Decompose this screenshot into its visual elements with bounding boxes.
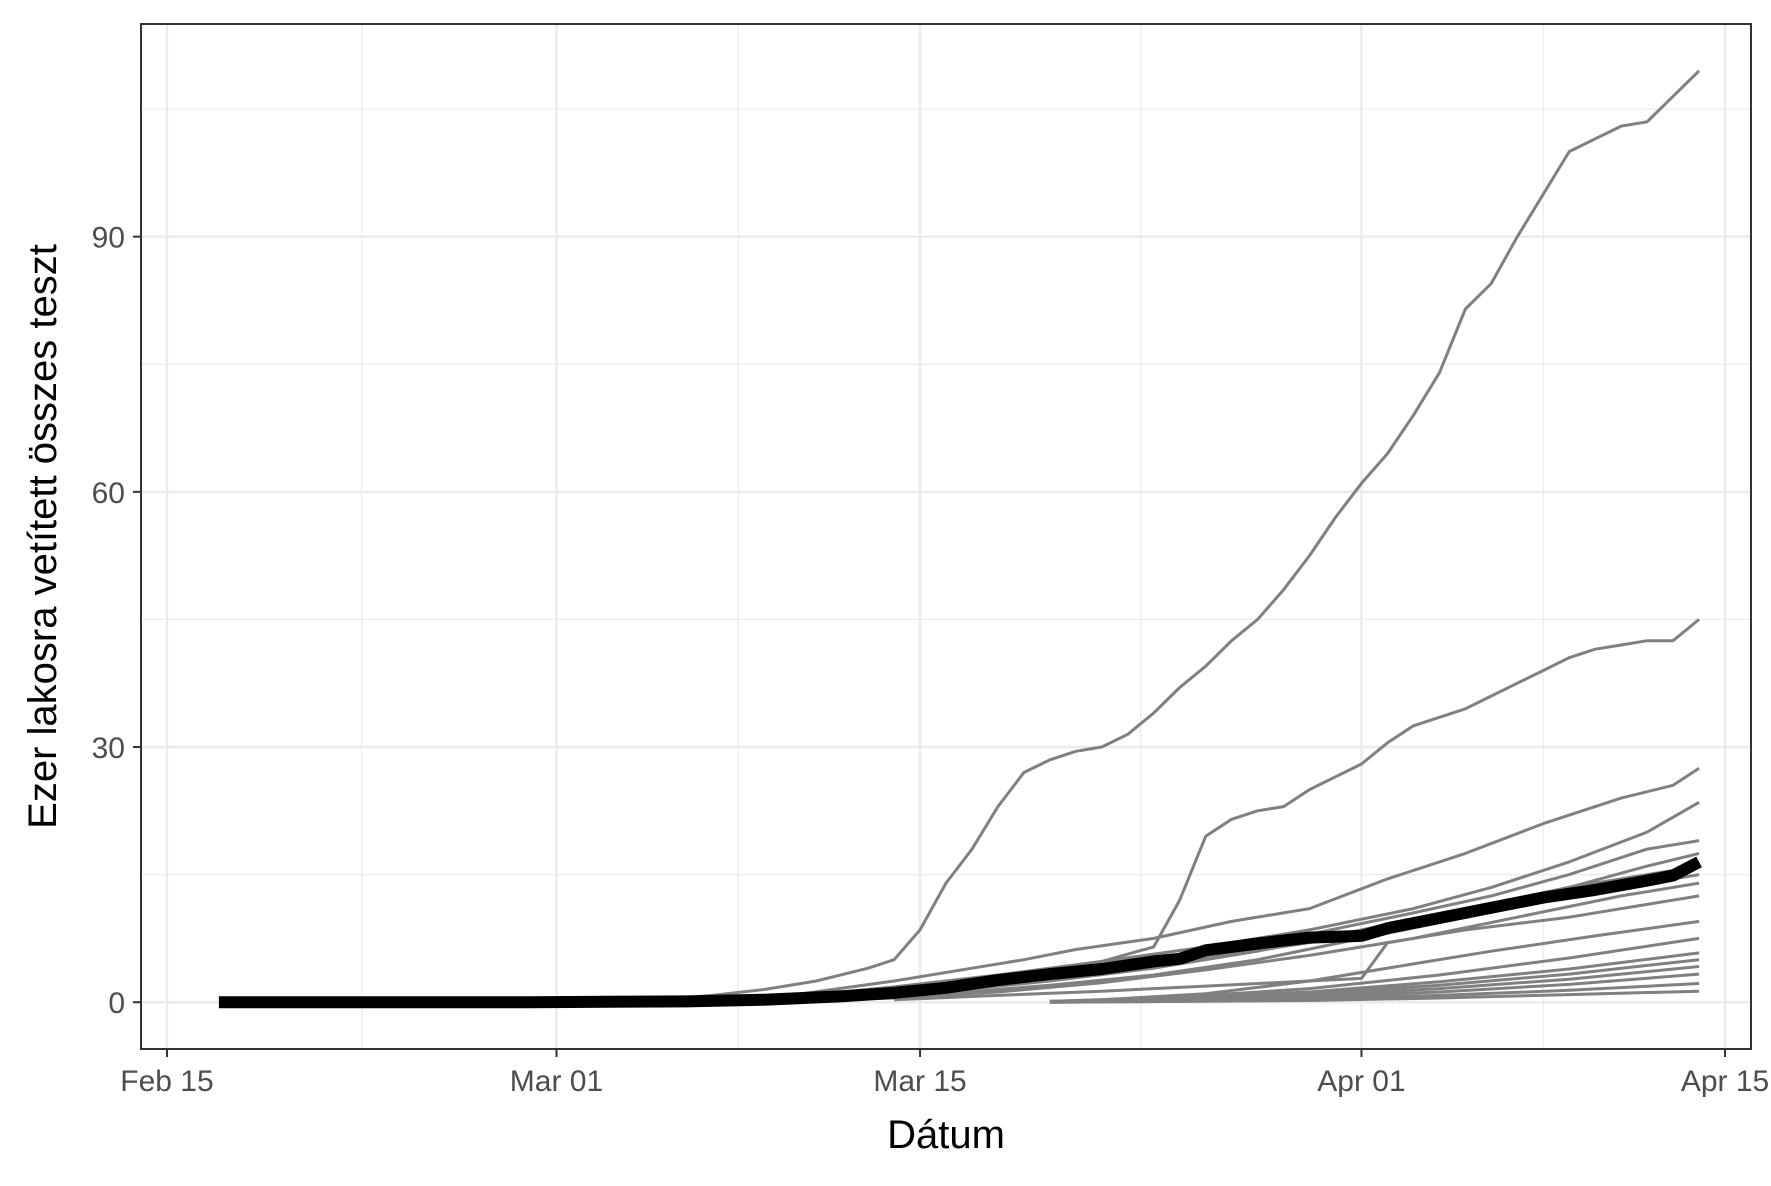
series-line-country (790, 881, 1700, 1003)
y-tick-label: 0 (108, 987, 125, 1020)
series-line-country (1101, 919, 1700, 1002)
series-layer (218, 69, 1702, 1009)
series-line-country (660, 767, 1700, 1003)
y-tick-label: 30 (92, 732, 125, 765)
x-tick-label: Mar 15 (873, 1065, 966, 1098)
panel-border (140, 23, 1752, 1050)
series-line-country (894, 894, 1700, 1002)
series-line-country (660, 69, 1701, 1002)
x-tick-label: Feb 15 (120, 1065, 213, 1098)
x-axis-title: Dátum (887, 1113, 1005, 1157)
y-axis-title: Ezer lakosra vetített összes teszt (21, 244, 65, 829)
series-line-country (1049, 989, 1700, 1004)
y-axis: 0 30 60 90 (92, 222, 141, 1020)
y-tick-label: 60 (92, 477, 125, 510)
y-tick-label: 90 (92, 222, 125, 255)
x-tick-label: Apr 01 (1317, 1065, 1405, 1098)
x-axis: Feb 15 Mar 01 Mar 15 Apr 01 Apr 15 (120, 1049, 1769, 1098)
x-tick-label: Apr 15 (1681, 1065, 1769, 1098)
series-line-average (218, 856, 1702, 1009)
x-tick-label: Mar 01 (510, 1065, 603, 1098)
